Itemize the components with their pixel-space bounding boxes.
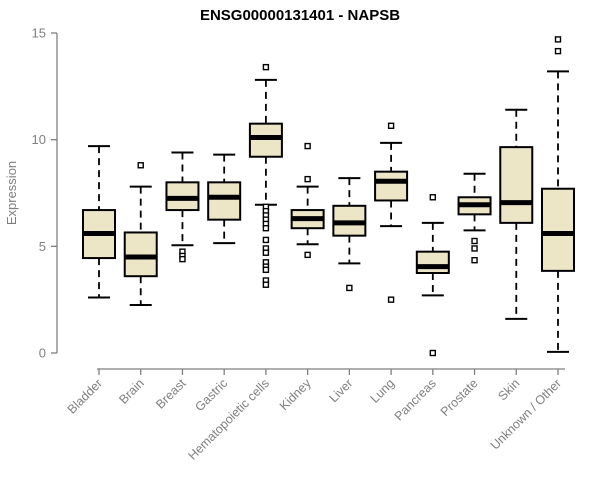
x-tick-label-brain: Brain bbox=[116, 376, 147, 407]
outlier-point bbox=[471, 237, 478, 245]
boxplot-skin bbox=[499, 108, 534, 320]
x-tick-label-lung: Lung bbox=[368, 376, 398, 406]
outlier-point bbox=[471, 257, 478, 264]
x-tick-label-gastric: Gastric bbox=[192, 376, 230, 414]
boxplot-prostate bbox=[457, 172, 492, 264]
boxplot-bladder bbox=[82, 145, 116, 299]
x-tick-label-kidney: Kidney bbox=[277, 376, 314, 413]
boxplot-kidney bbox=[290, 142, 325, 259]
x-tick-label-liver: Liver bbox=[326, 376, 355, 405]
outlier-point bbox=[304, 175, 311, 183]
outlier-point bbox=[387, 296, 395, 303]
boxplot-gastric bbox=[207, 153, 242, 245]
x-tick-label-hematopoietic-cells: Hematopoietic cells bbox=[185, 376, 272, 463]
x-tick-label-prostate: Prostate bbox=[438, 376, 481, 419]
box-iqr bbox=[123, 231, 158, 278]
outlier-point bbox=[137, 162, 144, 169]
outlier-point bbox=[387, 122, 395, 130]
y-tick-label: 0 bbox=[39, 346, 46, 361]
outlier-point bbox=[262, 281, 270, 288]
box-iqr bbox=[499, 146, 534, 224]
outlier-point bbox=[262, 249, 270, 256]
y-tick-label: 10 bbox=[32, 132, 46, 147]
boxplot-lung bbox=[374, 122, 409, 303]
outlier-point bbox=[554, 47, 562, 55]
boxplot-unknown-other bbox=[540, 36, 575, 353]
boxplot-breast bbox=[165, 151, 200, 263]
outlier-point bbox=[179, 255, 186, 263]
x-tick-label-breast: Breast bbox=[153, 376, 189, 412]
y-tick-label: 15 bbox=[32, 26, 46, 41]
boxplot-pancreas bbox=[415, 194, 450, 357]
y-axis: 0 5 10 15 bbox=[32, 26, 58, 361]
box-iqr bbox=[248, 122, 283, 158]
box-iqr bbox=[540, 187, 575, 272]
x-tick-label-bladder: Bladder bbox=[65, 376, 105, 416]
outlier-point bbox=[262, 224, 270, 232]
box-iqr bbox=[374, 170, 409, 202]
outlier-point bbox=[262, 266, 270, 273]
chart-title: ENSG00000131401 - NAPSB bbox=[200, 7, 400, 24]
x-tick-label-pancreas: Pancreas bbox=[392, 376, 439, 423]
boxplot-hematopoietic-cells bbox=[248, 63, 283, 288]
x-tick-label-unknown-other: Unknown / Other bbox=[488, 376, 564, 452]
outlier-point bbox=[346, 284, 353, 292]
boxplot-brain bbox=[123, 162, 158, 306]
outlier-point bbox=[262, 63, 270, 71]
outlier-point bbox=[262, 236, 270, 244]
x-tick-label-skin: Skin bbox=[495, 376, 522, 403]
plot-area bbox=[82, 36, 575, 357]
outlier-point bbox=[429, 194, 437, 201]
box-iqr bbox=[207, 181, 242, 221]
box-iqr bbox=[415, 250, 450, 275]
y-tick-label: 5 bbox=[39, 239, 46, 254]
outlier-point bbox=[554, 36, 562, 43]
boxplot-liver bbox=[332, 177, 367, 292]
outlier-point bbox=[429, 349, 437, 357]
outlier-point bbox=[471, 245, 478, 252]
y-axis-title: Expression bbox=[4, 161, 19, 225]
outlier-point bbox=[304, 251, 311, 259]
outlier-point bbox=[304, 142, 311, 150]
